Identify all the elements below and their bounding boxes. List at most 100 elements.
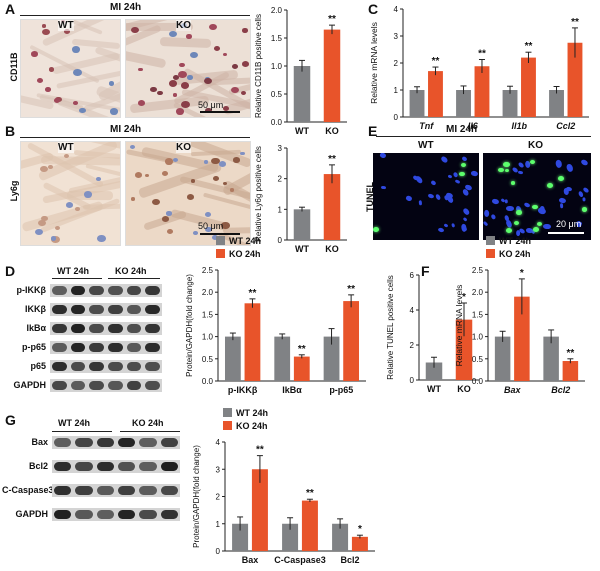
chart-G-legend-label: KO 24h	[236, 421, 268, 431]
chart-G-x-tick-label: Bax	[242, 555, 259, 565]
blot-d-blot-strip	[50, 322, 162, 335]
chart-C-y-tick-label: 1	[394, 86, 399, 95]
chart-C-x-tick-label: Il1b	[511, 121, 527, 131]
chart-C-bar	[428, 71, 443, 117]
blot-g-band	[75, 438, 93, 447]
chart-D-y-tick-label: 0.0	[202, 377, 214, 386]
chart-G-y-tick-label: 0	[216, 547, 221, 556]
chart-E-bar	[425, 362, 443, 380]
chart-C-x-tick-label: Ccl2	[556, 121, 575, 131]
chart-A-bar	[323, 29, 341, 123]
chart-G-legend-swatch	[223, 408, 232, 417]
blot-d-band	[89, 381, 104, 390]
blot-d-band	[126, 305, 142, 314]
blot-g-band	[96, 510, 114, 519]
chart-F-legend-label: WT 24h	[499, 236, 531, 246]
chart-D-legend-swatch	[216, 236, 225, 245]
chart-D-bar	[244, 303, 261, 381]
blot-d-band	[108, 343, 123, 352]
chart-G-legend-swatch	[223, 421, 232, 430]
blot-g-row-label: C-Caspase3	[2, 485, 54, 495]
chart-D-y-tick-label: 1.0	[202, 333, 214, 342]
chart-D-x-tick-label: IkBα	[282, 385, 302, 395]
chart-G-bar	[232, 523, 249, 551]
blot-d-band	[89, 305, 104, 314]
chart-D-x-tick-label: p-p65	[329, 385, 353, 395]
chart-C-y-tick-label: 0	[394, 113, 399, 122]
blot-d-band	[145, 324, 160, 333]
chart-C-bar	[521, 57, 536, 117]
chart-F-y-tick-label: 0.5	[472, 355, 484, 364]
chart-A-y-tick-label: 1.0	[271, 62, 283, 71]
chart-G-significance: **	[306, 488, 314, 499]
blot-g-blot-strip	[52, 484, 180, 497]
chart-G-bar	[351, 536, 368, 551]
cd11b-ko-micrograph	[125, 19, 251, 118]
blot-d-band	[145, 286, 160, 295]
blot-d-band	[70, 343, 86, 352]
blot-d-band	[108, 381, 123, 390]
blot-g-wt-rule	[52, 431, 112, 432]
chart-G-significance: *	[358, 524, 362, 535]
panel-d-letter: D	[5, 263, 16, 279]
blot-d-band	[126, 286, 142, 295]
panel-e-ko-label: KO	[528, 140, 543, 151]
blot-d-band	[126, 381, 142, 390]
ly6g-wt-micrograph	[20, 141, 121, 246]
chart-D-bar	[293, 356, 310, 381]
chart-C-significance: **	[525, 41, 533, 52]
blot-d-band	[52, 324, 67, 333]
chart-C-y-tick-label: 4	[394, 5, 399, 14]
chart-D-y-axis-label: Protein/GAPDH(fold change)	[185, 274, 194, 377]
chart-F-significance: *	[520, 268, 524, 279]
chart-E-x-tick-label: WT	[427, 384, 441, 394]
blot-d-blot-strip	[50, 379, 162, 392]
blot-g-band	[160, 438, 178, 447]
chart-E-y-tick-label: 6	[410, 271, 415, 280]
blot-d-wt-rule	[52, 278, 102, 279]
chart-G-y-axis-label: Protein/GAPDH(fold change)	[192, 445, 201, 548]
chart-F-bar	[494, 336, 511, 381]
chart-F-y-tick-label: 2.5	[472, 266, 484, 275]
blot-d-ko-header: KO 24h	[115, 266, 147, 276]
blot-d-blot-strip	[50, 360, 162, 373]
chart-C-bar	[549, 90, 564, 117]
blot-g-band	[75, 486, 93, 495]
chart-G-legend-label: WT 24h	[236, 408, 268, 418]
panel-b-letter: B	[5, 123, 16, 139]
blot-g-band	[75, 510, 93, 519]
blot-d-row-label: GAPDH	[13, 380, 46, 390]
chart-G-significance: **	[256, 445, 264, 456]
chart-B-significance: **	[328, 154, 336, 165]
panel-b-scale-bar	[200, 233, 240, 235]
panel-b-scale-label: 50 μm	[198, 221, 224, 231]
blot-g-band	[54, 486, 72, 495]
chart-A-y-tick-label: 0.5	[271, 90, 283, 99]
blot-d-band	[52, 362, 67, 371]
chart-C-y-tick-label: 3	[394, 32, 399, 41]
blot-d-row-label: IkBα	[26, 323, 46, 333]
blot-d-band	[89, 324, 104, 333]
chart-C-significance: **	[571, 17, 579, 28]
blot-d-band	[145, 381, 160, 390]
panel-b-wt-label: WT	[58, 142, 74, 153]
blot-g-band	[160, 510, 178, 519]
chart-F-x-tick-label: Bcl2	[551, 385, 570, 395]
chart-C-bar	[474, 66, 490, 117]
chart-E-x-tick-label: KO	[457, 384, 471, 394]
chart-D-bar	[274, 336, 291, 381]
chart-B-y-tick-label: 1	[278, 205, 283, 214]
blot-g-band	[118, 438, 136, 447]
blot-d-band	[108, 362, 123, 371]
blot-g-blot-strip	[52, 436, 180, 449]
panel-a-wt-label: WT	[58, 20, 74, 31]
blot-g-band	[96, 462, 114, 471]
chart-A-y-tick-label: 2.0	[271, 6, 283, 15]
cd11b-wt-micrograph	[20, 19, 121, 118]
blot-d-band	[126, 343, 142, 352]
panel-g-letter: G	[5, 412, 16, 428]
chart-C-x-tick-label: Il6	[468, 121, 479, 131]
chart-B-x-tick-label: WT	[295, 244, 309, 254]
chart-F-bar	[562, 361, 579, 381]
